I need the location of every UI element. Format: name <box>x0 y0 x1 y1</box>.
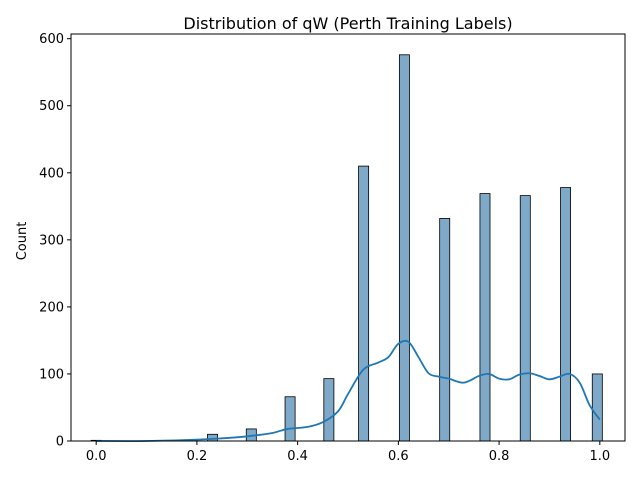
axes-group: 0.0 0.2 0.4 0.6 0.8 1.0 0 100 200 300 400 500 600 <box>39 32 626 464</box>
x-tick-label: 0.2 <box>187 449 208 464</box>
x-tick-label: 0.4 <box>287 449 308 464</box>
bars-group <box>90 54 603 442</box>
histogram-bar <box>439 217 451 442</box>
y-axis-label: Count <box>15 222 30 261</box>
kde-line <box>96 339 601 442</box>
x-tick-label: 1.0 <box>589 449 610 464</box>
x-tick-label: 0.8 <box>489 449 510 464</box>
y-tick-label: 500 <box>39 99 64 114</box>
x-tick-label: 0.0 <box>86 449 107 464</box>
y-tick-label: 300 <box>39 233 64 248</box>
histogram-bar <box>323 378 335 442</box>
y-tick-label: 100 <box>39 367 64 382</box>
histogram-bar <box>591 373 603 442</box>
x-tick-label: 0.6 <box>388 449 409 464</box>
plot-frame <box>70 33 626 442</box>
histogram-bar <box>358 165 370 442</box>
histogram-bar <box>284 396 296 442</box>
histogram-bar <box>560 187 572 442</box>
y-tick-label: 200 <box>39 300 64 315</box>
histogram-bar <box>398 54 410 442</box>
histogram-bar <box>479 193 491 442</box>
histogram-bar <box>519 195 531 442</box>
chart-title: Distribution of qW (Perth Training Label… <box>183 14 512 33</box>
kde-group <box>96 339 601 442</box>
y-tick-label: 0 <box>56 435 64 450</box>
y-tick-label: 400 <box>39 166 64 181</box>
y-tick-label: 600 <box>39 32 64 47</box>
